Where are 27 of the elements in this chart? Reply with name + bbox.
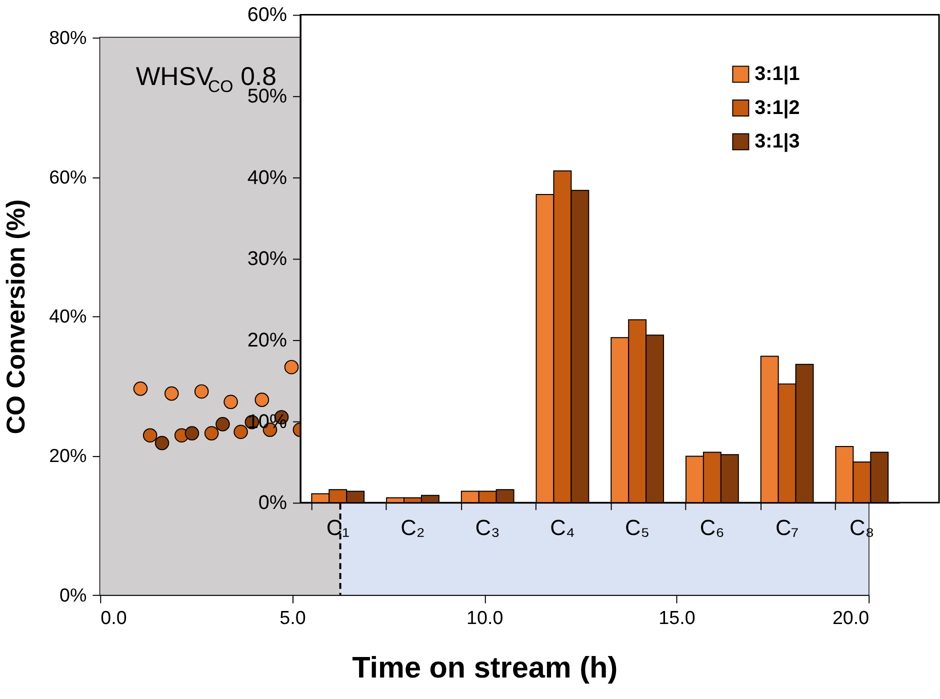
y-tick-label: 60% [49, 166, 88, 188]
y-axis-title: CO Conversion (%) [2, 199, 30, 434]
x-axis-title: Time on stream (h) [352, 652, 618, 685]
x-tick-label: 20.0 [832, 607, 870, 628]
x-tick-label: 5.0 [280, 607, 306, 628]
x-tick-label: C₇ [775, 514, 799, 540]
y-tick-label: 20% [49, 444, 88, 466]
y-tick-label: 40% [49, 306, 88, 327]
x-tick-label: 0.0 [100, 607, 127, 628]
x-tick-label: C₆ [700, 514, 724, 540]
legend-label: 3:1|3 [754, 130, 800, 153]
legend-label: 3:1|2 [754, 96, 800, 119]
x-tick-label: C₁ [326, 514, 350, 540]
y-tick-label: 80% [49, 27, 88, 48]
x-tick-label: C₅ [625, 514, 650, 540]
y-tick-label: 20% [247, 329, 288, 352]
x-tick-label: C₄ [550, 514, 575, 540]
x-tick-label: 10.0 [466, 607, 504, 628]
y-tick-label: 0% [258, 492, 288, 514]
legend-label: 3:1|1 [754, 63, 800, 86]
x-tick-label: 15.0 [658, 607, 696, 628]
y-tick-label: 40% [247, 166, 288, 189]
y-tick-label: 0% [60, 584, 88, 606]
x-tick-label: C₂ [400, 514, 425, 540]
x-tick-label: C₃ [475, 514, 500, 540]
y-tick-label: 30% [247, 248, 288, 270]
y-tick-label: 60% [247, 4, 288, 26]
